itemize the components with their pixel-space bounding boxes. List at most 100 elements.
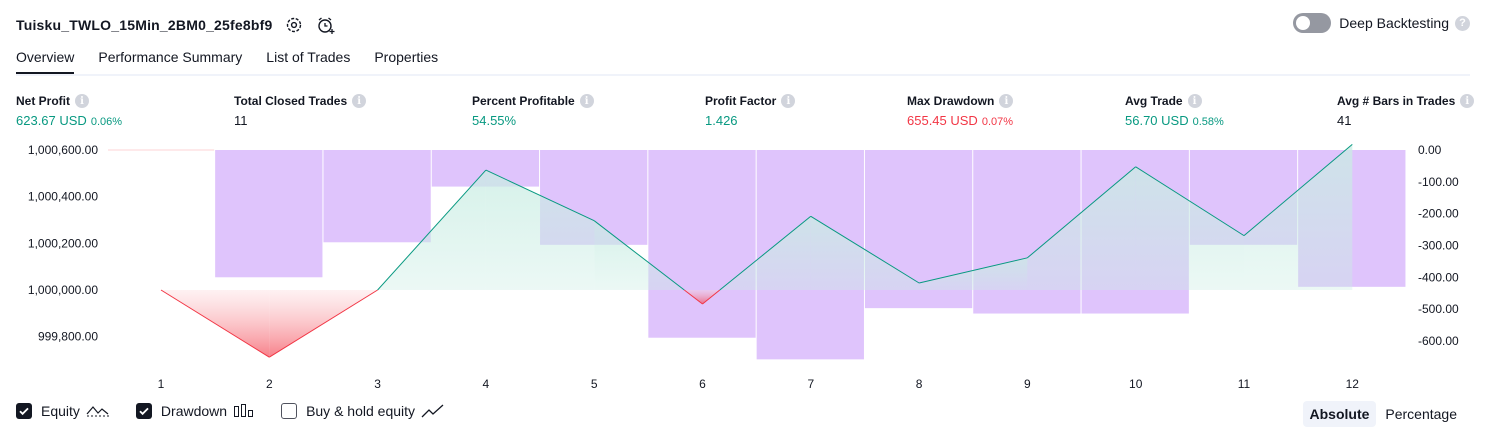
drawdown-bar: [215, 150, 323, 278]
toggle-knob: [1296, 16, 1311, 30]
scale-mode-toggle: Absolute Percentage: [1301, 401, 1465, 427]
metric-net-profit: Net Profit i 623.67 USD 0.06%: [16, 93, 122, 129]
left-axis-tick-label: 1,000,000.00: [28, 283, 98, 297]
equity-area-up: [1135, 166, 1244, 290]
equity-line-up: [593, 220, 685, 291]
legend-drawdown[interactable]: Drawdown: [135, 403, 255, 419]
metric-value: 655.45 USD: [907, 113, 978, 128]
equity-area-up: [485, 170, 595, 290]
equity-area-up: [1244, 144, 1353, 290]
metric-percent-profitable: Percent Profitable i 54.55%: [472, 93, 594, 129]
equity-line-up: [1135, 166, 1245, 237]
percentage-button[interactable]: Percentage: [1385, 406, 1457, 422]
metric-value: 623.67 USD: [16, 113, 87, 128]
x-axis-tick-label: 7: [807, 377, 814, 391]
x-axis-tick-label: 11: [1238, 377, 1251, 391]
help-question-icon[interactable]: ?: [1455, 15, 1470, 31]
info-icon[interactable]: i: [579, 94, 594, 108]
tab-bar: Overview Performance Summary List of Tra…: [16, 44, 1470, 76]
metric-label: Avg # Bars in Trades: [1337, 94, 1456, 108]
equity-line-up: [810, 215, 920, 284]
right-axis-tick-label: -500.00: [1418, 302, 1459, 316]
metric-profit-factor: Profit Factor i 1.426: [705, 93, 796, 129]
metric-total-closed-trades: Total Closed Trades i 11: [234, 93, 367, 129]
equity-line-up: [485, 169, 595, 222]
buy-hold-checkbox[interactable]: [281, 403, 298, 419]
x-axis-tick-label: 8: [916, 377, 923, 391]
absolute-button[interactable]: Absolute: [1302, 401, 1377, 427]
x-axis-tick-label: 9: [1024, 377, 1031, 391]
equity-line-up: [1243, 144, 1353, 237]
buy-hold-line-icon: [421, 403, 445, 419]
info-icon[interactable]: i: [999, 94, 1014, 108]
metric-percent: 0.07%: [981, 116, 1014, 128]
chart-legend: Equity Drawdown Buy & hold equity: [16, 403, 471, 419]
metric-label: Max Drawdown: [907, 94, 995, 108]
left-axis-tick-label: 1,000,600.00: [28, 143, 98, 157]
x-axis-tick-label: 10: [1129, 377, 1143, 391]
drawdown-bar: [323, 150, 431, 243]
info-icon[interactable]: i: [75, 94, 89, 108]
metric-label: Percent Profitable: [472, 94, 575, 108]
x-axis-tick-label: 5: [591, 377, 598, 391]
metric-value: 41: [1337, 113, 1352, 128]
x-axis-tick-label: 12: [1346, 377, 1360, 391]
x-axis-tick-label: 2: [266, 377, 273, 391]
equity-line-down: [702, 289, 721, 305]
equity-checkbox[interactable]: [16, 403, 32, 419]
drawdown-bar: [648, 150, 756, 338]
left-axis-tick-label: 999,800.00: [38, 330, 98, 344]
equity-area-up: [919, 257, 1028, 290]
metric-max-drawdown: Max Drawdown i 655.45 USD 0.07%: [907, 93, 1014, 129]
drawdown-checkbox[interactable]: [135, 403, 152, 419]
drawdown-bars-icon: [233, 403, 255, 419]
metric-label: Profit Factor: [705, 94, 777, 108]
legend-equity[interactable]: Equity: [16, 403, 110, 419]
x-axis-tick-label: 6: [699, 377, 706, 391]
left-axis-tick-label: 1,000,400.00: [28, 190, 98, 204]
right-axis-tick-label: -200.00: [1418, 207, 1459, 221]
metric-value: 56.70 USD: [1125, 113, 1189, 128]
x-axis-tick-label: 3: [374, 377, 381, 391]
legend-label: Equity: [41, 403, 80, 419]
legend-label: Drawdown: [160, 403, 228, 419]
tab-properties[interactable]: Properties: [374, 49, 439, 65]
metric-value: 54.55%: [472, 113, 517, 128]
metric-label: Total Closed Trades: [234, 94, 348, 108]
metric-percent: 0.06%: [90, 116, 123, 128]
deep-backtesting-toggle[interactable]: [1293, 13, 1332, 33]
equity-line-down: [269, 289, 378, 358]
info-icon[interactable]: i: [352, 94, 367, 108]
equity-line-down: [683, 289, 703, 305]
equity-line-up: [719, 215, 812, 291]
deep-backtesting: Deep Backtesting ?: [1293, 13, 1470, 33]
settings-gear-icon[interactable]: [284, 15, 304, 35]
info-icon[interactable]: i: [1460, 94, 1475, 108]
right-axis-tick-label: -300.00: [1418, 238, 1459, 252]
equity-area-up: [1027, 166, 1136, 290]
right-axis-tick-label: 0.00: [1418, 143, 1442, 157]
tab-list-of-trades[interactable]: List of Trades: [266, 49, 351, 65]
info-icon[interactable]: i: [1187, 94, 1202, 108]
metric-avg-trade: Avg Trade i 56.70 USD 0.58%: [1125, 93, 1224, 129]
info-icon[interactable]: i: [781, 94, 796, 108]
tab-performance-summary[interactable]: Performance Summary: [98, 49, 243, 65]
metric-value: 11: [234, 113, 248, 128]
equity-area-up: [719, 216, 811, 290]
metric-label: Avg Trade: [1125, 94, 1183, 108]
equity-line-icon: [86, 403, 110, 419]
equity-line-up: [377, 169, 487, 291]
equity-area-down: [161, 290, 270, 358]
legend-buy-hold-equity[interactable]: Buy & hold equity: [281, 403, 445, 419]
equity-line-up: [918, 257, 1028, 284]
add-alert-clock-icon[interactable]: [316, 15, 336, 35]
metric-percent: 0.58%: [1192, 116, 1224, 128]
header: Tuisku_TWLO_15Min_2BM0_25fe8bf9: [16, 12, 336, 38]
right-axis-tick-label: -600.00: [1418, 334, 1459, 348]
tab-overview[interactable]: Overview: [16, 44, 75, 74]
metric-value: 1.426: [705, 113, 738, 128]
deep-backtesting-label: Deep Backtesting: [1339, 15, 1449, 31]
legend-label: Buy & hold equity: [306, 403, 416, 419]
metric-label: Net Profit: [16, 94, 70, 108]
equity-line-down: [160, 289, 270, 358]
